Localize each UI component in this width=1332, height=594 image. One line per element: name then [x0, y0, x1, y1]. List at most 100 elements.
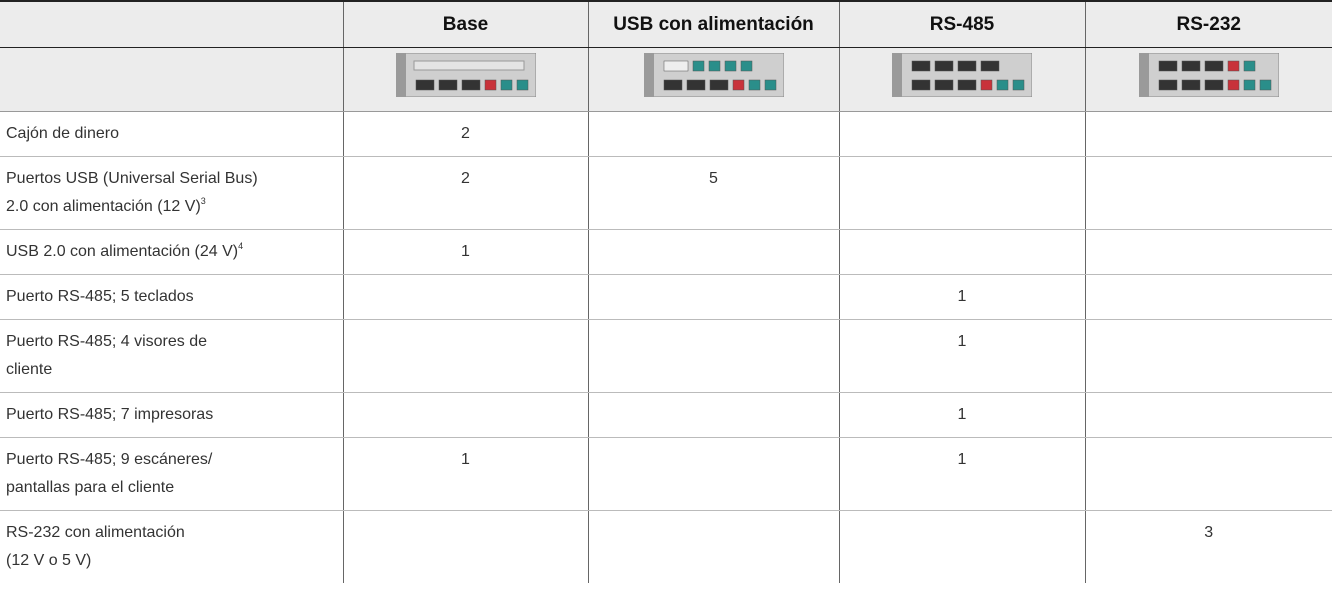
row-label: Puerto RS-485; 5 teclados	[0, 274, 343, 320]
port	[1012, 79, 1025, 90]
row-label-line: Puerto RS-485; 9 escáneres/	[6, 451, 213, 468]
table-row: Puerto RS-485; 4 visores de cliente 1	[0, 319, 1332, 393]
bracket	[1138, 52, 1149, 97]
bracket	[395, 52, 406, 97]
value-cell	[838, 156, 1085, 230]
row-label-line: RS-232 con alimentación	[6, 524, 185, 541]
table-row: RS-232 con alimentación (12 V o 5 V) 3	[0, 510, 1332, 584]
port	[1243, 60, 1255, 71]
column-header: Base	[342, 0, 588, 48]
image-cell	[587, 47, 839, 112]
value-cell	[587, 510, 839, 583]
port	[708, 60, 720, 71]
cell-value: 3	[1204, 524, 1214, 541]
row-label-line: Puerto RS-485; 4 visores de	[6, 333, 207, 350]
table-row: Puerto RS-485; 7 impresoras 1	[0, 392, 1332, 438]
value-cell	[1084, 319, 1332, 393]
value-cell	[838, 510, 1085, 583]
cell-value: 1	[461, 243, 470, 260]
cell-value: 5	[709, 170, 718, 187]
row-label: Puerto RS-485; 9 escáneres/pantallas par…	[0, 437, 343, 511]
value-cell	[1084, 156, 1332, 230]
cell-value: 1	[957, 333, 967, 350]
footnote-ref: 3	[200, 196, 206, 206]
row-label-line: USB 2.0 con alimentación (24 V)	[6, 243, 239, 260]
row-label-line: Puerto RS-485; 7 impresoras	[6, 406, 214, 423]
cell-value: 1	[461, 451, 470, 468]
row-label: RS-232 con alimentación (12 V o 5 V)	[0, 511, 343, 584]
image-cell	[838, 47, 1085, 112]
value-cell: 2	[342, 156, 588, 230]
port	[1243, 79, 1255, 90]
port	[957, 60, 977, 71]
row-label: Cajón de dinero	[0, 111, 343, 157]
row-label-line: Puertos USB (Universal Serial Bus)	[6, 170, 258, 187]
footnote-ref: 4	[238, 241, 244, 251]
value-cell	[587, 392, 839, 438]
column-header: RS-232	[1084, 0, 1332, 48]
table-row: Puerto RS-485; 5 teclados 1	[0, 274, 1332, 320]
table-head: Base USB con alimentación RS-485 RS-232	[0, 0, 1332, 112]
value-cell	[1084, 392, 1332, 438]
row-label-line: pantallas para el cliente	[6, 479, 175, 496]
cell-value: 2	[461, 170, 470, 187]
port	[934, 79, 954, 90]
value-cell: 5	[587, 156, 839, 230]
value-cell	[838, 111, 1085, 157]
port	[1227, 60, 1239, 71]
value-cell	[342, 274, 588, 320]
value-cell	[1084, 437, 1332, 511]
port	[957, 79, 977, 90]
port	[911, 60, 931, 71]
value-cell	[1084, 111, 1332, 157]
value-cell: 1	[838, 437, 1085, 511]
value-cell	[1084, 274, 1332, 320]
cell-value: 1	[957, 406, 967, 423]
port	[1204, 79, 1223, 90]
row-label-line: Cajón de dinero	[6, 125, 119, 142]
port	[740, 60, 752, 71]
port	[1204, 60, 1223, 71]
port	[484, 79, 496, 90]
port	[764, 79, 776, 90]
value-cell	[342, 392, 588, 438]
slot	[413, 60, 524, 70]
port	[686, 79, 705, 90]
value-cell	[587, 319, 839, 393]
port	[516, 79, 528, 90]
card-frame	[891, 52, 1033, 97]
port	[415, 79, 434, 90]
row-label: Puertos USB (Universal Serial Bus) 2.0 co…	[0, 156, 343, 230]
port	[663, 60, 688, 71]
table-row: Puertos USB (Universal Serial Bus) 2.0 co…	[0, 156, 1332, 230]
value-cell	[1084, 229, 1332, 275]
port	[911, 79, 931, 90]
row-label-line: (12 V o 5 V)	[6, 552, 92, 569]
card-image	[891, 52, 1033, 97]
row-label: USB 2.0 con alimentación (24 V)4	[0, 229, 343, 275]
header-row: Base USB con alimentación RS-485 RS-232	[0, 0, 1332, 48]
corner-cell	[0, 47, 343, 112]
cell-value: 1	[957, 288, 967, 305]
card-image	[395, 52, 536, 97]
port	[1181, 60, 1200, 71]
row-label-line: cliente	[6, 361, 53, 378]
cell-value: 2	[461, 125, 470, 142]
value-cell: 1	[342, 229, 588, 275]
bracket	[892, 52, 902, 97]
image-cell	[1084, 47, 1332, 112]
card-image	[1138, 52, 1280, 97]
value-cell	[587, 274, 839, 320]
image-row	[0, 47, 1332, 112]
row-label: Puerto RS-485; 7 impresoras	[0, 392, 343, 438]
value-cell: 1	[838, 274, 1085, 320]
port	[1181, 79, 1200, 90]
column-header: USB con alimentación	[587, 0, 839, 48]
image-cell	[342, 47, 588, 112]
card-image	[643, 52, 784, 97]
row-label-line: Puerto RS-485; 5 teclados	[6, 288, 194, 305]
port	[934, 60, 954, 71]
cell-value: 1	[957, 451, 967, 468]
row-label-line: 2.0 con alimentación (12 V)	[6, 198, 201, 215]
port	[1158, 60, 1177, 71]
